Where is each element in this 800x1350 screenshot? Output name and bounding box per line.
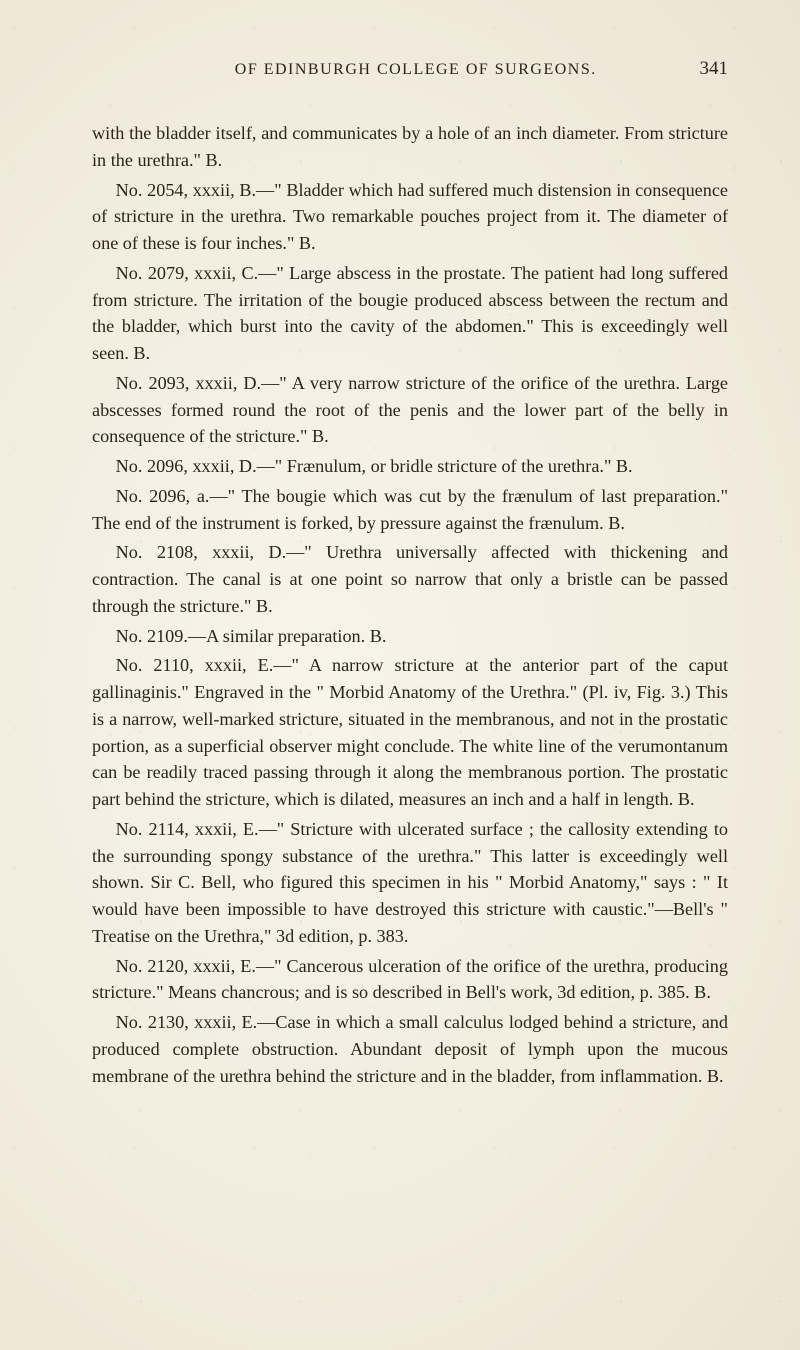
page-container: OF EDINBURGH COLLEGE OF SURGEONS. 341 wi… xyxy=(0,0,800,1350)
paragraph: No. 2130, xxxii, E.—Case in which a smal… xyxy=(92,1009,728,1089)
paragraph: No. 2079, xxxii, C.—" Large abscess in t… xyxy=(92,260,728,367)
paragraph: No. 2096, xxxii, D.—" Frænulum, or bridl… xyxy=(92,453,728,480)
paragraph: with the bladder itself, and communicate… xyxy=(92,120,728,174)
running-title: OF EDINBURGH COLLEGE OF SURGEONS. xyxy=(92,61,700,79)
page-number: 341 xyxy=(700,58,729,80)
paragraph: No. 2114, xxxii, E.—" Stricture with ulc… xyxy=(92,816,728,950)
paragraph: No. 2110, xxxii, E.—" A narrow stricture… xyxy=(92,652,728,813)
paragraph: No. 2108, xxxii, D.—" Urethra universall… xyxy=(92,539,728,619)
paragraph: No. 2054, xxxii, B.—" Bladder which had … xyxy=(92,177,728,257)
running-head: OF EDINBURGH COLLEGE OF SURGEONS. 341 xyxy=(92,58,728,80)
body-text: with the bladder itself, and communicate… xyxy=(92,120,728,1089)
paragraph: No. 2093, xxxii, D.—" A very narrow stri… xyxy=(92,370,728,450)
paragraph: No. 2109.—A similar preparation. B. xyxy=(92,623,728,650)
paragraph: No. 2120, xxxii, E.—" Cancerous ulcerati… xyxy=(92,953,728,1007)
paragraph: No. 2096, a.—" The bougie which was cut … xyxy=(92,483,728,537)
